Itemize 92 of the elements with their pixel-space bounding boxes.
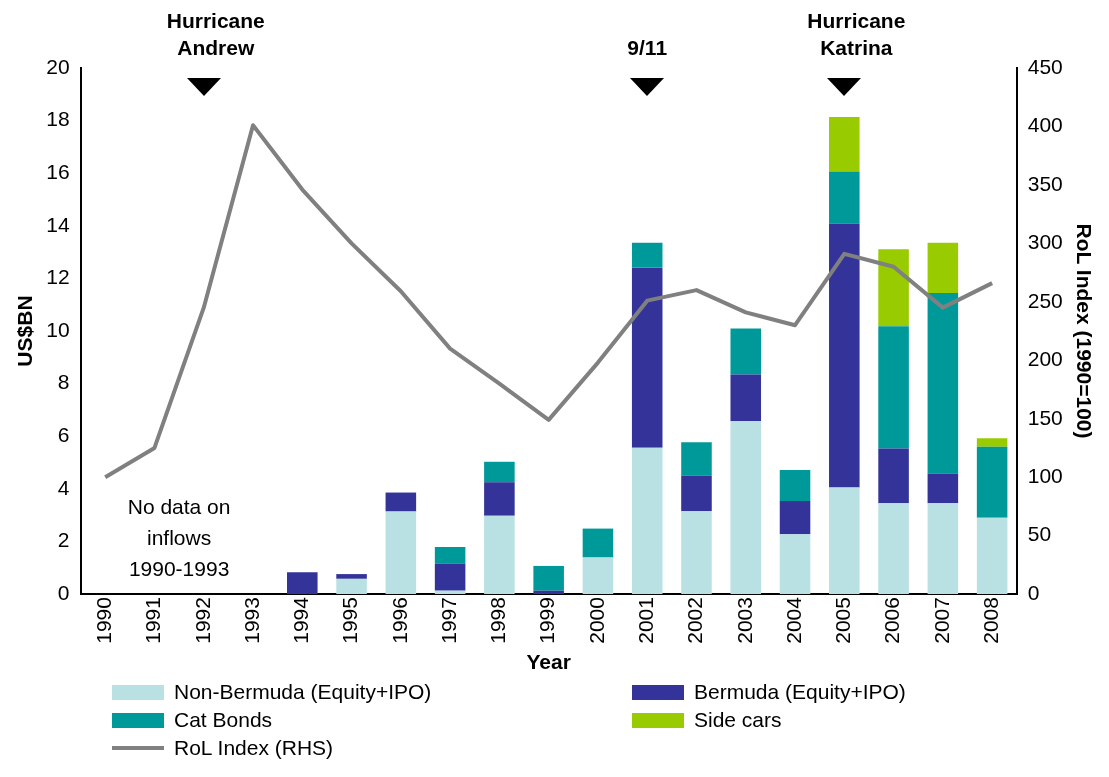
bar: [779, 469, 811, 501]
bar: [927, 242, 959, 293]
x-tick-label: 2003: [732, 597, 756, 644]
x-tick-label: 1995: [338, 597, 362, 644]
y2-tick-label: 0: [1027, 580, 1040, 604]
bar: [878, 326, 909, 449]
x-tick-label: 1990: [91, 597, 115, 644]
text: Hurricane Andrew: [166, 9, 265, 59]
bar: [631, 447, 663, 595]
x-tick-label: 1996: [387, 597, 411, 644]
bar: [681, 511, 712, 595]
x-tick-label: 1998: [486, 597, 510, 644]
x-tick-label: 2000: [584, 597, 608, 644]
y-tick-label: 20: [46, 54, 70, 78]
bar: [533, 565, 564, 591]
y2-tick-label: 350: [1027, 171, 1063, 195]
legend-label: RoL Index (RHS): [174, 736, 334, 760]
y2-tick-label: 300: [1027, 230, 1063, 254]
y-tick-label: 6: [57, 423, 70, 447]
x-tick-label: 2006: [880, 597, 904, 644]
bar: [681, 475, 712, 512]
x-axis-title: Year: [526, 650, 571, 674]
y-tick-label: 0: [57, 580, 70, 604]
x-tick-label: 2007: [929, 597, 953, 644]
bar: [434, 547, 466, 564]
legend-label: Cat Bonds: [174, 708, 273, 732]
bar: [730, 421, 762, 595]
text: 9/11: [627, 36, 668, 59]
bar: [779, 500, 811, 535]
bar: [829, 116, 860, 172]
x-tick-label: 2005: [831, 597, 855, 644]
bar: [878, 249, 909, 327]
bar: [484, 461, 515, 483]
bar: [927, 473, 959, 504]
y2-tick-label: 150: [1027, 405, 1063, 429]
y-axis-title: US$BN: [13, 295, 37, 367]
x-tick-label: 1994: [289, 596, 313, 644]
bar: [829, 171, 860, 224]
x-tick-label: 2004: [781, 596, 805, 644]
bar: [484, 482, 515, 516]
legend-label: Non-Bermuda (Equity+IPO): [174, 680, 432, 704]
y-tick-label: 12: [46, 265, 70, 289]
x-tick-label: 1999: [535, 597, 559, 644]
bar: [582, 557, 614, 595]
y-tick-label: 4: [57, 475, 70, 499]
y-tick-label: 18: [46, 107, 70, 131]
y2-axis-title: RoL Index (1990=100): [1072, 223, 1096, 439]
y-tick-label: 10: [46, 317, 70, 341]
bar: [287, 572, 318, 595]
y-tick-label: 14: [46, 212, 70, 236]
bar: [385, 511, 417, 595]
y-tick-label: 16: [46, 160, 70, 184]
bar: [631, 242, 663, 268]
bar: [730, 374, 762, 422]
bar: [582, 528, 614, 558]
legend-label: Bermuda (Equity+IPO): [694, 680, 906, 704]
bar: [976, 446, 1008, 518]
y2-tick-label: 100: [1027, 463, 1063, 487]
bar: [829, 487, 860, 595]
y2-tick-label: 450: [1027, 54, 1063, 78]
y2-tick-label: 50: [1027, 522, 1052, 546]
bar: [681, 442, 712, 476]
bar: [976, 438, 1008, 447]
y-tick-label: 8: [57, 370, 70, 394]
bar: [976, 517, 1008, 595]
x-tick-label: 1991: [141, 597, 165, 644]
bar: [878, 503, 909, 595]
annotation: No data on inflows 1990-1993: [127, 495, 231, 581]
bar: [779, 534, 811, 595]
bar: [385, 492, 417, 512]
bar: [878, 448, 909, 504]
bar: [927, 292, 959, 474]
bar: [730, 328, 762, 375]
x-tick-label: 1992: [190, 597, 214, 644]
bar: [484, 515, 515, 595]
y2-tick-label: 200: [1027, 347, 1063, 371]
bar: [336, 574, 367, 579]
x-tick-label: 2002: [683, 597, 707, 644]
y2-tick-label: 250: [1027, 288, 1063, 312]
x-tick-label: 2001: [634, 597, 658, 644]
y-tick-label: 2: [57, 528, 70, 552]
x-tick-label: 2008: [978, 597, 1002, 644]
bar: [434, 563, 466, 591]
bar: [829, 223, 860, 488]
y2-tick-label: 400: [1027, 113, 1063, 137]
legend-label: Side cars: [694, 708, 782, 732]
x-tick-label: 1993: [239, 597, 263, 644]
bar: [336, 578, 367, 595]
bar: [927, 503, 959, 595]
bar: [631, 267, 663, 448]
x-tick-label: 1997: [436, 597, 460, 644]
text: Hurricane Katrina: [807, 9, 906, 59]
